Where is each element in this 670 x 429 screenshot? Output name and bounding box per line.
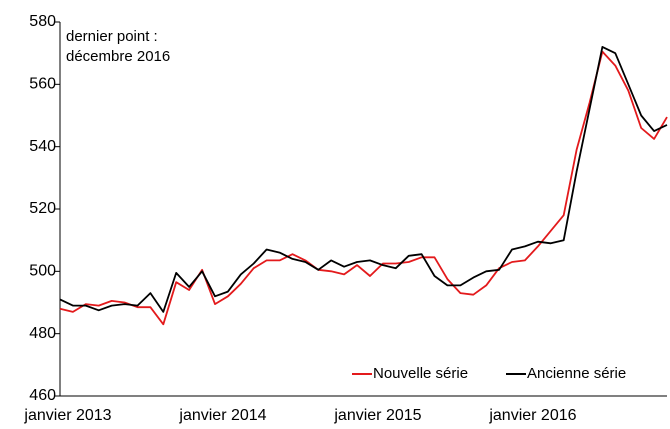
y-tick-label: 460 (29, 387, 56, 404)
y-tick-label: 560 (29, 76, 56, 93)
legend-label: Ancienne série (527, 365, 626, 382)
y-tick-label: 580 (29, 13, 56, 30)
y-tick-label: 500 (29, 263, 56, 280)
y-tick-label: 520 (29, 200, 56, 217)
y-tick-label: 480 (29, 325, 56, 342)
x-tick-label: janvier 2016 (488, 407, 576, 424)
x-tick-label: janvier 2014 (178, 407, 266, 424)
x-tick-label: janvier 2013 (23, 407, 111, 424)
annotation-line-2: décembre 2016 (66, 48, 170, 65)
series-line (59, 46, 668, 313)
legend-label: Nouvelle série (373, 365, 468, 382)
x-tick-label: janvier 2015 (333, 407, 421, 424)
series-line (59, 50, 668, 326)
y-tick-label: 540 (29, 138, 56, 155)
annotation-line-1: dernier point : (66, 28, 158, 45)
